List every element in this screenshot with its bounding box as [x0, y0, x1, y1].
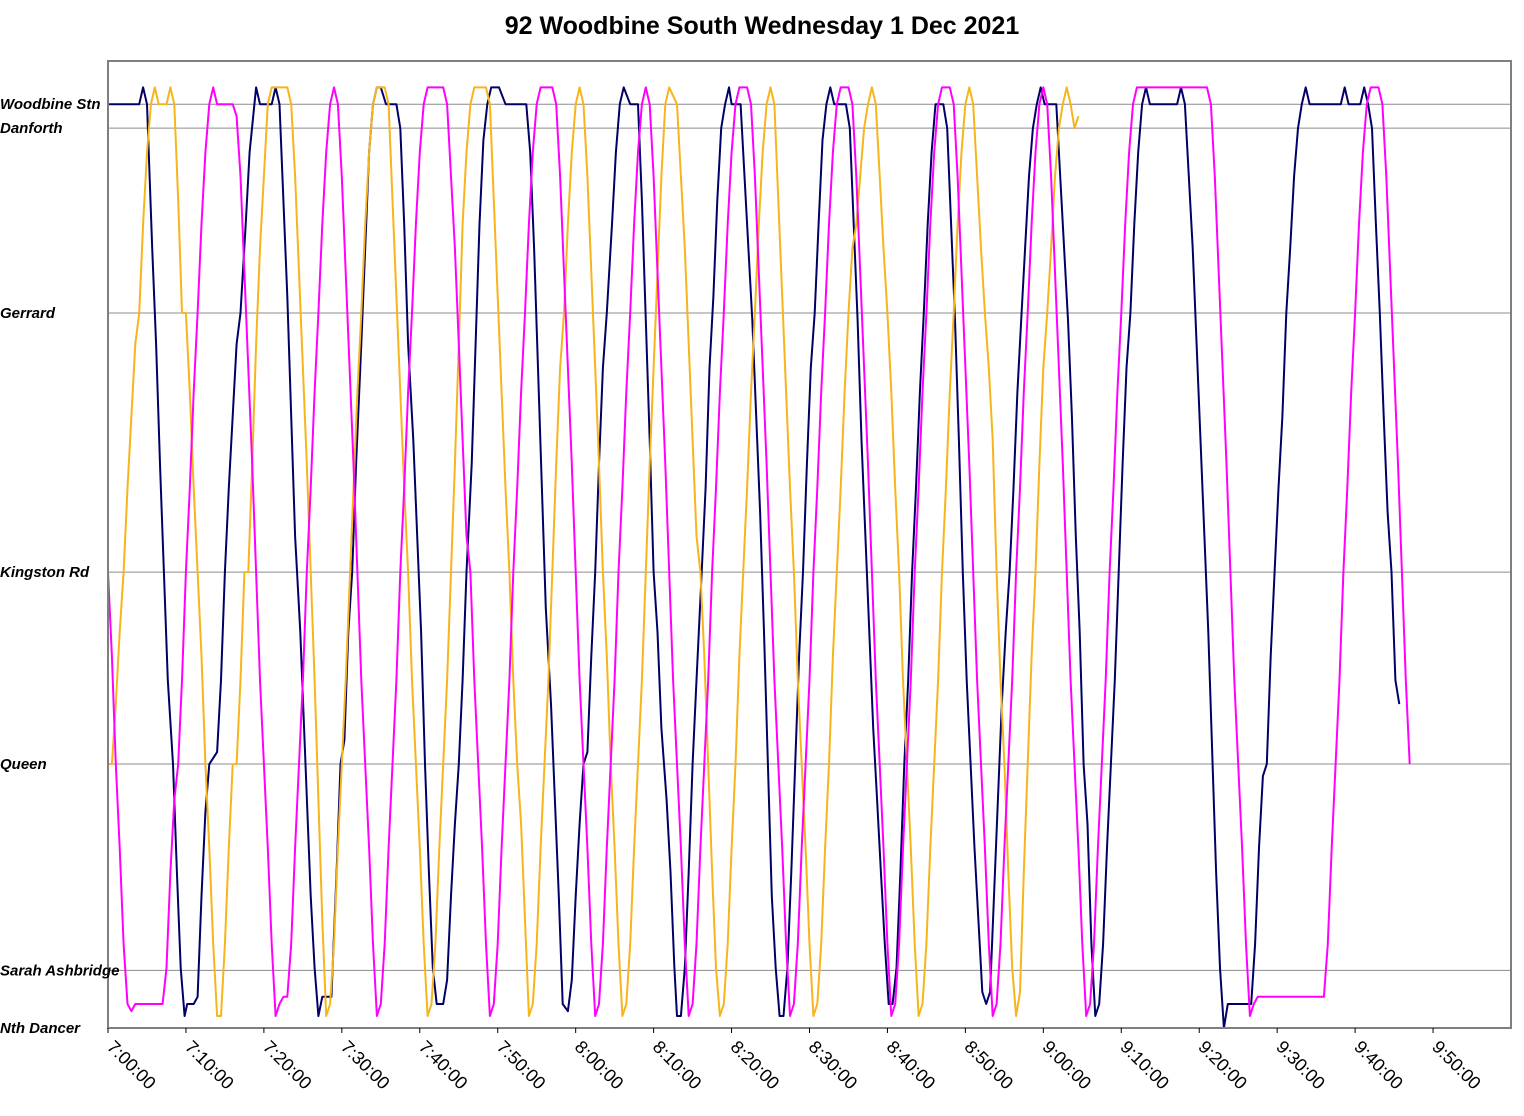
- x-tick-label: 9:10:00: [1116, 1037, 1173, 1094]
- x-tick-label: 7:20:00: [259, 1037, 316, 1094]
- stop-label: Gerrard: [0, 305, 56, 322]
- x-tick-label: 8:10:00: [649, 1037, 706, 1094]
- chart-title: 92 Woodbine South Wednesday 1 Dec 2021: [504, 12, 1020, 40]
- x-tick-label: 7:30:00: [337, 1037, 394, 1094]
- y-axis-stop-labels: Woodbine Stn Danforth Gerrard Kingston Rd Qu…: [0, 96, 119, 1037]
- x-tick-label: 9:00:00: [1039, 1037, 1096, 1094]
- series-lines: [107, 86, 1411, 1029]
- x-tick-label: 7:10:00: [181, 1037, 238, 1094]
- series-line-1: [108, 86, 1401, 1029]
- stop-label: Danforth: [0, 120, 63, 137]
- series-line-3: [107, 86, 1411, 1017]
- x-tick-label: 8:50:00: [961, 1037, 1018, 1094]
- x-tick-label: 9:20:00: [1194, 1037, 1251, 1094]
- x-tick-label: 9:30:00: [1272, 1037, 1329, 1094]
- stop-label: Kingston Rd: [0, 564, 90, 581]
- x-tick-label: 7:00:00: [103, 1037, 160, 1094]
- series-line-2: [108, 86, 1080, 1017]
- stop-label: Woodbine Stn: [0, 96, 101, 113]
- plot-area-border: [107, 60, 1512, 1029]
- x-axis-time-labels: 7:00:00 7:10:00 7:20:00 7:30:00 7:40:00 7:50:…: [103, 1028, 1485, 1093]
- x-tick-label: 9:40:00: [1350, 1037, 1407, 1094]
- stop-label: Nth Dancer: [0, 1020, 81, 1037]
- gridlines: [108, 103, 1511, 1029]
- stop-label: Sarah Ashbridge: [0, 962, 119, 979]
- x-tick-label: 8:40:00: [883, 1037, 940, 1094]
- x-tick-label: 9:50:00: [1428, 1037, 1485, 1094]
- x-tick-label: 7:50:00: [493, 1037, 550, 1094]
- stop-label: Queen: [0, 756, 47, 773]
- x-tick-label: 8:30:00: [805, 1037, 862, 1094]
- x-tick-label: 7:40:00: [415, 1037, 472, 1094]
- x-tick-label: 8:20:00: [727, 1037, 784, 1094]
- x-tick-label: 8:00:00: [571, 1037, 628, 1094]
